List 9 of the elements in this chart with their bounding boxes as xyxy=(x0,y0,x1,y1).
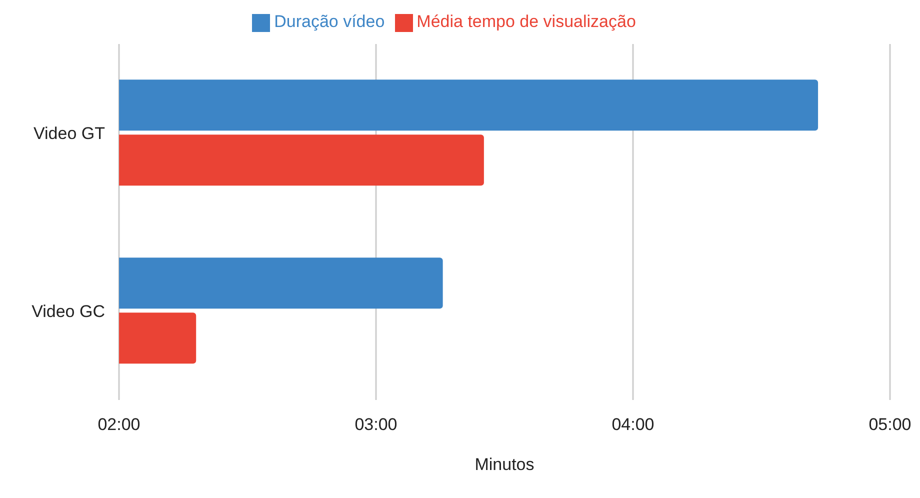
x-tick-label: 04:00 xyxy=(612,415,654,434)
x-tick-label: 02:00 xyxy=(98,415,140,434)
legend-label: Média tempo de visualização xyxy=(416,12,636,31)
x-axis-title: Minutos xyxy=(474,455,534,474)
x-tick-label: 03:00 xyxy=(354,415,398,434)
x-tick-label: 05:00 xyxy=(868,415,912,434)
y-tick-label: Video GC xyxy=(32,302,105,322)
y-tick-label: Video GT xyxy=(33,124,105,144)
legend-label: Duração vídeo xyxy=(274,12,385,31)
